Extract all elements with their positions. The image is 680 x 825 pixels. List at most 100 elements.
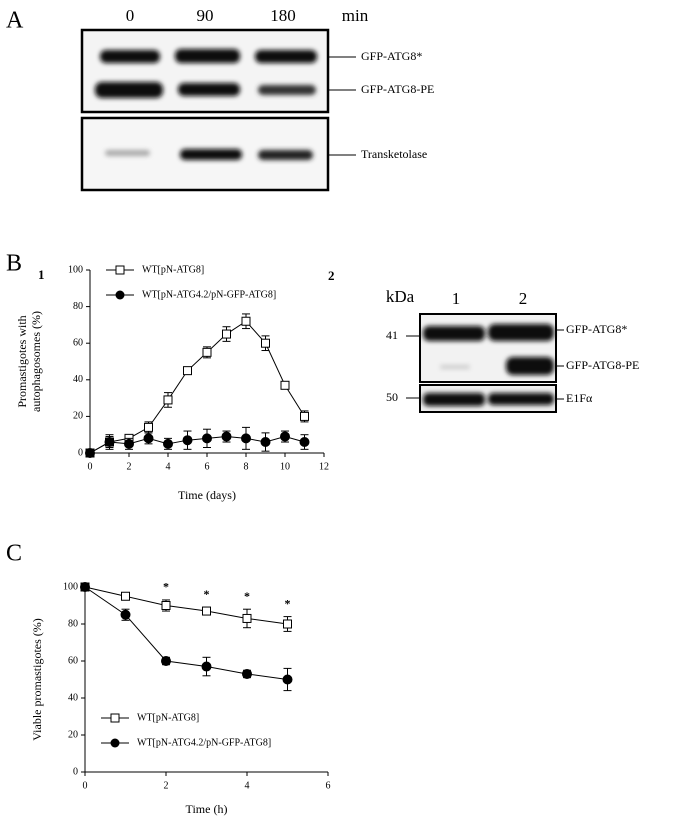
unit-label: min: [342, 6, 369, 25]
y-axis-label: Viable promastigotes (%): [30, 618, 44, 741]
band-label: GFP-ATG8-PE: [361, 82, 434, 96]
legend-marker: [115, 265, 125, 275]
marker: [183, 366, 192, 376]
lane-label: 1: [452, 289, 461, 308]
legend-entry: WT[pN-ATG8]: [106, 264, 204, 275]
marker: [143, 433, 154, 444]
marker: [283, 619, 292, 629]
panel-label: B: [6, 251, 22, 277]
annotation: *: [163, 580, 169, 594]
series-line: [84, 586, 288, 625]
lane-label: 90: [197, 6, 214, 25]
blot-b-bottom: [419, 384, 557, 413]
unit-label: kDa: [386, 287, 415, 306]
marker: [202, 606, 211, 616]
marker: [120, 609, 131, 620]
marker: [241, 433, 251, 444]
subpanel-label: 2: [328, 268, 335, 283]
y-axis-label: autophagosomes (%): [29, 311, 43, 412]
band-label: E1Fα: [566, 391, 593, 405]
marker: [241, 316, 251, 326]
blot-b-top: [419, 313, 557, 383]
marker: [124, 438, 134, 449]
lane-label: 180: [270, 6, 296, 25]
x-tick-label: 0: [88, 461, 93, 472]
marker: [201, 661, 212, 672]
legend-entry: WT[pN-ATG4.2/pN-GFP-ATG8]: [101, 737, 271, 748]
marker: [161, 601, 171, 610]
y-tick-label: 100: [68, 264, 83, 275]
marker: [104, 437, 115, 448]
marker: [300, 411, 309, 421]
x-axis-label: Time (h): [186, 802, 228, 816]
legend-label: WT[pN-ATG8]: [137, 712, 199, 723]
marker: [80, 582, 90, 592]
y-tick-label: 80: [68, 618, 78, 629]
marker: [163, 438, 173, 449]
marker: [221, 431, 232, 442]
x-tick-label: 8: [244, 461, 249, 472]
marker: [85, 448, 95, 458]
x-tick-label: 0: [83, 780, 88, 791]
x-tick-label: 4: [245, 780, 250, 791]
x-tick-label: 2: [127, 461, 132, 472]
y-tick-label: 40: [68, 692, 78, 703]
marker: [161, 656, 171, 666]
marker: [182, 435, 193, 446]
series-line: [89, 320, 305, 454]
marker: [163, 395, 173, 405]
x-tick-label: 6: [326, 780, 331, 791]
subpanel-label: 1: [38, 267, 45, 282]
y-tick-label: 60: [73, 337, 83, 348]
y-tick-label: 20: [68, 729, 78, 740]
marker: [202, 433, 212, 444]
y-tick-label: 80: [73, 301, 83, 312]
annotation: *: [244, 589, 250, 603]
marker: [144, 422, 153, 432]
marker: [261, 338, 270, 348]
x-tick-label: 2: [164, 780, 169, 791]
panel-label: A: [6, 8, 24, 34]
marker: [299, 437, 310, 448]
x-axis-label: Time (days): [178, 488, 236, 502]
y-tick-label: 40: [73, 374, 83, 385]
legend-label: WT[pN-ATG4.2/pN-GFP-ATG8]: [142, 289, 276, 300]
marker-label: 41: [386, 328, 398, 342]
x-tick-label: 12: [319, 461, 329, 472]
series-line: [89, 436, 305, 454]
blot-a-bottom: [80, 116, 330, 192]
marker: [280, 380, 290, 390]
marker: [222, 329, 231, 339]
lane-label: 2: [519, 289, 528, 308]
y-tick-label: 0: [78, 447, 83, 458]
x-tick-label: 4: [166, 461, 171, 472]
legend-marker: [115, 290, 125, 300]
y-tick-label: 60: [68, 655, 78, 666]
annotation: *: [285, 596, 291, 610]
marker: [121, 591, 130, 601]
chart: 0 20 40 60 80 100 0 2 4 6 Time (h) Viable promastig…: [30, 580, 331, 816]
marker-label: 50: [386, 390, 398, 404]
panel-label: C: [6, 541, 22, 567]
y-axis-label: Promastigotes with: [15, 315, 29, 407]
band-label: Transketolase: [361, 147, 427, 161]
band-label: GFP-ATG8*: [361, 49, 422, 63]
legend-label: WT[pN-ATG4.2/pN-GFP-ATG8]: [137, 737, 271, 748]
x-tick-label: 10: [280, 461, 290, 472]
annotation: *: [204, 587, 210, 601]
y-tick-label: 100: [63, 581, 78, 592]
legend-marker: [110, 738, 120, 748]
y-tick-label: 0: [73, 766, 78, 777]
marker: [242, 668, 252, 679]
y-tick-label: 20: [73, 411, 83, 422]
marker: [242, 613, 252, 623]
chart: 0 20 40 60 80 100 0 2 4 6 8 10 12 Time (days) Promasti…: [15, 264, 329, 501]
band-label: GFP-ATG8-PE: [566, 358, 639, 372]
band-label: GFP-ATG8*: [566, 322, 627, 336]
marker: [202, 347, 212, 357]
legend-entry: WT[pN-ATG4.2/pN-GFP-ATG8]: [106, 289, 276, 300]
marker: [280, 431, 290, 442]
marker: [260, 437, 271, 448]
lane-label: 0: [126, 6, 135, 25]
